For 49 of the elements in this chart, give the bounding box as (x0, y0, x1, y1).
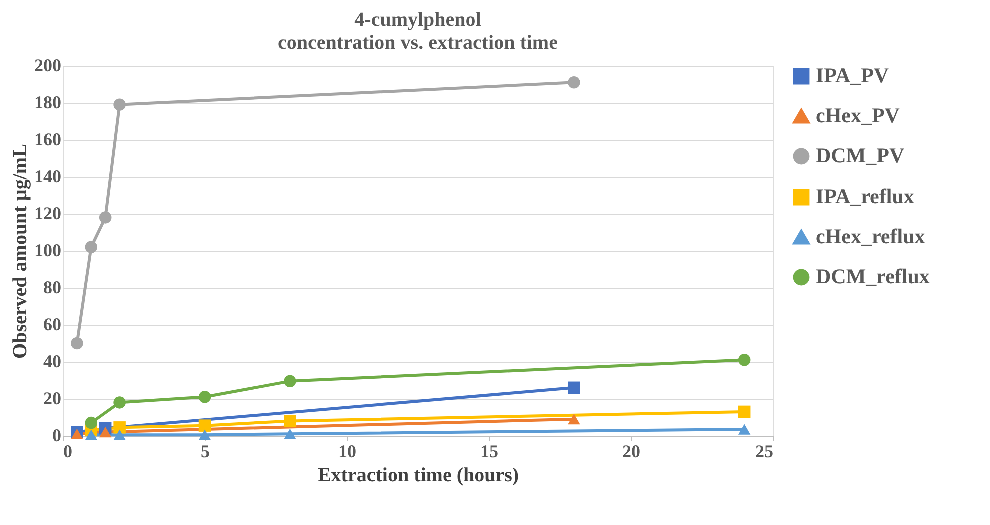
point (568, 414, 580, 425)
point (198, 391, 212, 404)
point (114, 422, 126, 434)
point (738, 424, 751, 435)
point (99, 212, 112, 224)
y-tick-label: 20 (44, 388, 62, 408)
x-tick-label: 20 (622, 442, 640, 462)
x-tick-label: 10 (338, 442, 356, 462)
x-axis-title: Extraction time (hours) (318, 464, 520, 486)
y-tick-label: 60 (44, 314, 62, 334)
y-tick-label: 80 (44, 278, 62, 298)
x-tick-label: 15 (480, 442, 498, 462)
y-tick-label: 160 (34, 130, 62, 150)
y-tick-label: 40 (44, 352, 62, 372)
chart-subtitle: concentration vs. extraction time (278, 32, 558, 54)
y-tick-label: 200 (34, 56, 62, 76)
point (568, 382, 580, 394)
point (198, 430, 212, 440)
legend-label: DCM_reflux (816, 264, 930, 288)
x-tick-label: 25 (756, 442, 774, 462)
point (114, 98, 126, 111)
point (71, 428, 84, 440)
point (284, 415, 296, 428)
point (85, 241, 98, 254)
y-tick-label: 120 (34, 204, 62, 224)
legend-label: IPA_reflux (816, 184, 915, 208)
point (114, 396, 126, 409)
chart-title: 4-cumylphenol (354, 9, 482, 31)
point (85, 430, 98, 440)
legend-label: DCM_PV (816, 144, 905, 168)
point (284, 375, 296, 388)
point (71, 337, 84, 350)
y-tick-label: 0 (52, 426, 62, 446)
legend-label: cHex_reflux (816, 224, 926, 248)
point (284, 428, 296, 440)
point (85, 416, 98, 430)
point (738, 354, 751, 366)
legend-label: cHex_PV (816, 104, 900, 128)
y-tick-label: 140 (34, 166, 62, 186)
point (568, 76, 580, 89)
legend-label: IPA_PV (816, 64, 890, 88)
point (198, 420, 212, 432)
point (99, 426, 112, 438)
x-tick-label: 5 (201, 442, 210, 462)
y-axis-title: Observed amount µg/mL (10, 144, 32, 359)
y-tick-label: 180 (34, 92, 62, 112)
point (114, 430, 126, 440)
y-tick-label: 100 (34, 240, 62, 260)
point (738, 406, 751, 418)
